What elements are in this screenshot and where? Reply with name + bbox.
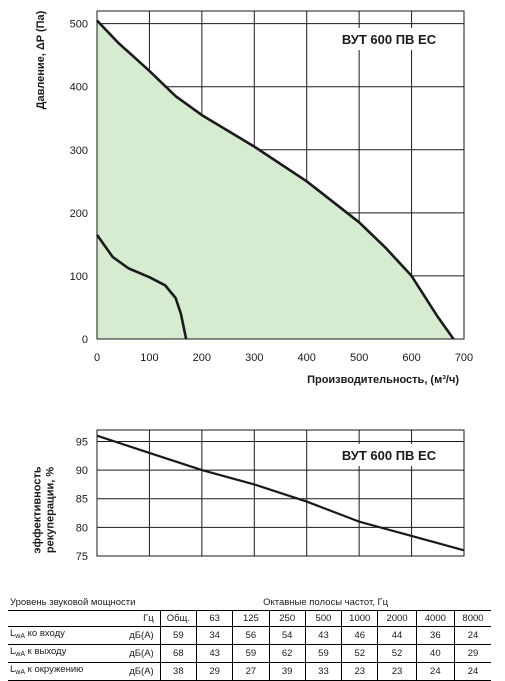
sound-table-header-cell: 4000 [415,610,455,627]
pressure-model-label: ВУТ 600 ПВ ЕС [342,32,437,47]
y-tick-label: 100 [70,271,88,283]
sound-row-label: LwA ко входу [8,626,109,645]
sound-row-unit: дБ(А) [108,626,161,645]
sound-value-cell: 24 [415,662,455,681]
pressure-series [95,19,455,340]
pressure-curve-1 [96,19,455,340]
x-tick-label: 100 [140,352,158,364]
sound-value-cell: 59 [232,644,270,663]
sound-table-header-cell: 125 [232,610,270,627]
x-tick-label: 600 [402,352,420,364]
sound-table-header-cell: 2000 [377,610,417,627]
sound-table-body: LwA ко входу дБ(А) 59 34 56 54 43 46 44 36 24 LwA к… [8,626,491,681]
pressure-x-axis-label: Производительность, (м³/ч) [307,374,459,386]
sound-value-cell: 29 [453,644,491,663]
sound-value-cell: 33 [304,662,342,681]
sound-value-cell: 38 [159,662,197,681]
sound-table-header-cell: 500 [304,610,342,627]
pressure-curve-2 [95,234,188,340]
y-tick-label: 300 [70,145,88,157]
efficiency-model-label: ВУТ 600 ПВ ЕС [342,448,437,463]
sound-value-cell: 24 [453,662,491,681]
sound-value-cell: 40 [415,644,455,663]
y-tick-label: 95 [76,436,88,448]
x-tick-label: 400 [298,352,316,364]
sound-value-cell: 23 [377,662,417,681]
x-tick-label: 700 [455,352,473,364]
sound-value-cell: 56 [232,626,270,645]
sound-table-header-row: Гц Общ. 63 125 250 500 1000 2000 4000 8000 [8,610,491,627]
sound-value-cell: 34 [195,626,233,645]
y-tick-label: 400 [70,82,88,94]
sound-value-cell: 43 [195,644,233,663]
efficiency-ticks: 75 80 85 90 95 [76,436,88,563]
sound-table-title: Уровень звуковой мощности [8,595,161,611]
sound-power-table: Уровень звуковой мощности Октавные полос… [8,595,491,681]
sound-table-header-cell: 1000 [341,610,378,627]
sound-value-cell: 46 [341,626,378,645]
sound-row-label: LwA к окружению [8,662,109,681]
sound-value-cell: 44 [377,626,417,645]
pressure-ticks: 0 100 200 300 400 500 600 700 0 100 200 300 400 500 [70,19,474,364]
sound-row-unit: дБ(А) [108,644,161,663]
x-tick-label: 200 [193,352,211,364]
pressure-area-fill [97,20,454,339]
sound-value-cell: 36 [415,626,455,645]
efficiency-series [96,434,465,552]
sound-table-unit-header: Гц [108,610,161,627]
sound-value-cell: 52 [341,644,378,663]
efficiency-y-axis-label: эффективностьрекуперации, % [31,466,56,553]
sound-value-cell: 62 [268,644,306,663]
sound-value-cell: 23 [341,662,378,681]
table-row: LwA к выходу дБ(А) 68 43 59 62 59 52 52 40 29 [8,644,491,663]
y-tick-label: 90 [76,465,88,477]
sound-value-cell: 39 [268,662,306,681]
efficiency-model-label-bg [327,444,451,466]
x-tick-label: 300 [245,352,263,364]
pressure-y-axis-label: Давление, ΔP (Па) [35,10,47,109]
sound-row-unit: дБ(А) [108,662,161,681]
sound-value-cell: 29 [195,662,233,681]
table-row: LwA ко входу дБ(А) 59 34 56 54 43 46 44 36 24 [8,626,491,645]
y-tick-label: 75 [76,551,88,563]
y-tick-label: 0 [82,334,88,346]
table-row: LwA к окружению дБ(А) 38 29 27 39 33 23 23 24 24 [8,662,491,681]
efficiency-plot-frame [96,429,465,557]
sound-value-cell: 27 [232,662,270,681]
y-tick-label: 500 [70,19,88,31]
sound-value-cell: 43 [304,626,342,645]
sound-table-header-cell: 8000 [453,610,491,627]
sound-value-cell: 59 [304,644,342,663]
efficiency-chart: 75 80 85 90 95 ВУТ 600 ПВ ЕС эффективностьре… [31,429,465,563]
y-tick-label: 85 [76,494,88,506]
sound-row-label: LwA к выходу [8,644,109,663]
sound-value-cell: 68 [159,644,197,663]
x-tick-label: 500 [350,352,368,364]
sound-table-header-cell: 63 [195,610,233,627]
pressure-chart: 0 100 200 300 400 500 600 700 0 100 200 300 400 500 В… [35,10,474,386]
pressure-model-label-bg [327,28,451,50]
efficiency-curve [96,434,465,552]
pressure-plot-frame [96,10,465,340]
x-tick-label: 0 [94,352,100,364]
sound-table-bands-title: Октавные полосы частот, Гц [160,595,491,611]
sound-value-cell: 52 [377,644,417,663]
y-tick-label: 80 [76,522,88,534]
sound-value-cell: 24 [453,626,491,645]
y-tick-label: 200 [70,208,88,220]
sound-value-cell: 59 [159,626,197,645]
sound-value-cell: 54 [268,626,306,645]
sound-table-header-cell: 250 [268,610,306,627]
sound-table-header-cell: Общ. [159,610,197,627]
